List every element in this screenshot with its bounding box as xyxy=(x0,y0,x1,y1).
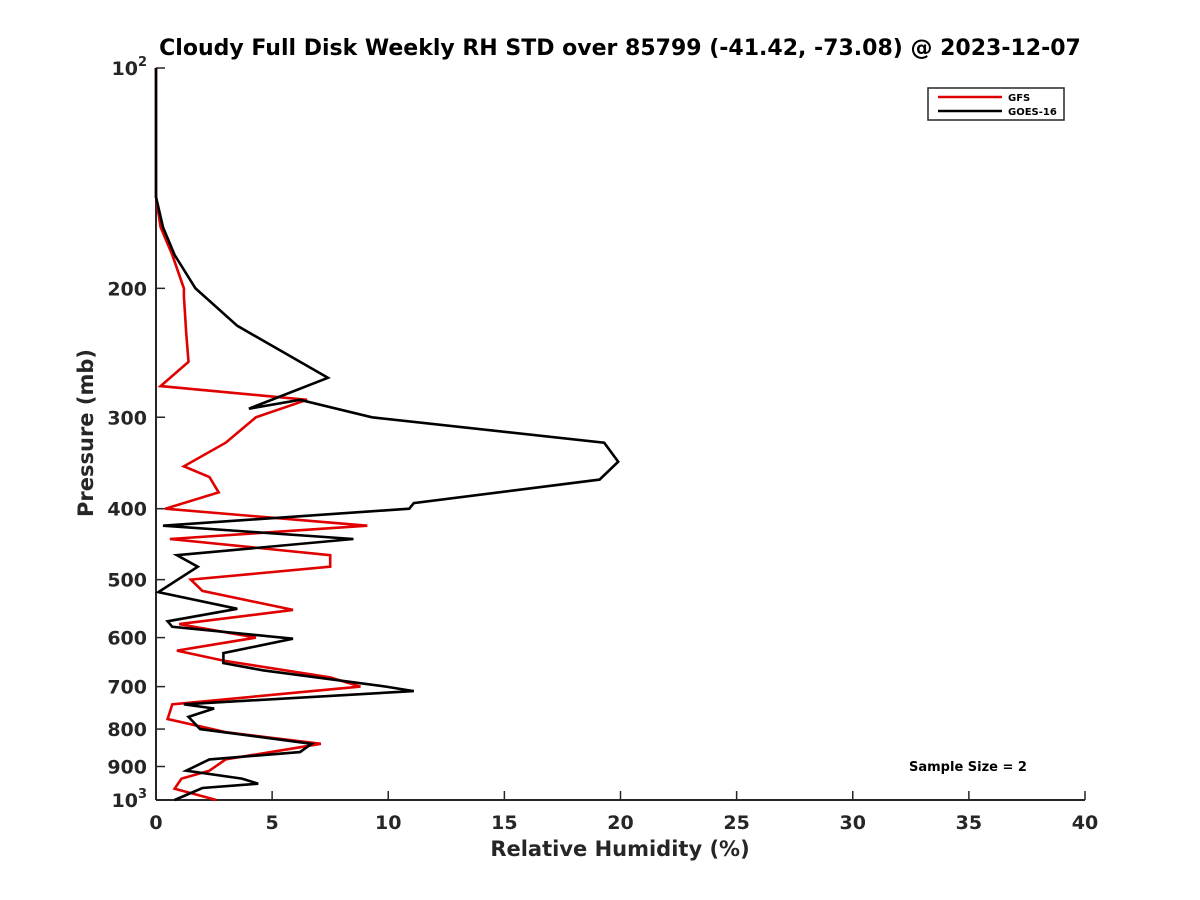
y-tick-label: 102 xyxy=(112,55,148,80)
axes: 0 5 10 15 20 25 30 35 40 102 200 300 400 500 600 700 800… xyxy=(107,55,1098,834)
legend: GFS GOES-16 xyxy=(927,87,1065,121)
x-axis-label: Relative Humidity (%) xyxy=(490,837,749,861)
y-tick-label: 900 xyxy=(107,757,147,779)
x-tick-label: 20 xyxy=(607,812,633,834)
x-tick-label: 40 xyxy=(1072,812,1098,834)
y-tick-label: 600 xyxy=(107,628,147,650)
x-tick-label: 15 xyxy=(491,812,517,834)
x-tick-label: 10 xyxy=(375,812,401,834)
x-tick-label: 0 xyxy=(149,812,162,834)
y-tick-label: 500 xyxy=(107,570,147,592)
series-line-goes-16 xyxy=(154,68,620,802)
legend-label: GFS xyxy=(1008,93,1030,104)
chart-title: Cloudy Full Disk Weekly RH STD over 8579… xyxy=(159,36,1081,61)
x-tick-label: 5 xyxy=(266,812,279,834)
series-layer xyxy=(154,68,620,802)
y-tick-label: 300 xyxy=(107,407,147,429)
x-tick-label: 30 xyxy=(840,812,866,834)
y-tick-label: 200 xyxy=(107,278,147,300)
legend-label: GOES-16 xyxy=(1008,107,1057,118)
x-tick-label: 35 xyxy=(956,812,982,834)
y-tick-label: 400 xyxy=(107,499,147,521)
y-tick-label: 700 xyxy=(107,677,147,699)
y-tick-label: 103 xyxy=(112,787,148,812)
series-line-gfs xyxy=(154,68,368,802)
y-tick-label: 800 xyxy=(107,719,147,741)
y-axis-label: Pressure (mb) xyxy=(74,349,98,517)
sample-size-annotation: Sample Size = 2 xyxy=(909,760,1027,775)
x-tick-label: 25 xyxy=(723,812,749,834)
legend-box xyxy=(927,87,1065,121)
